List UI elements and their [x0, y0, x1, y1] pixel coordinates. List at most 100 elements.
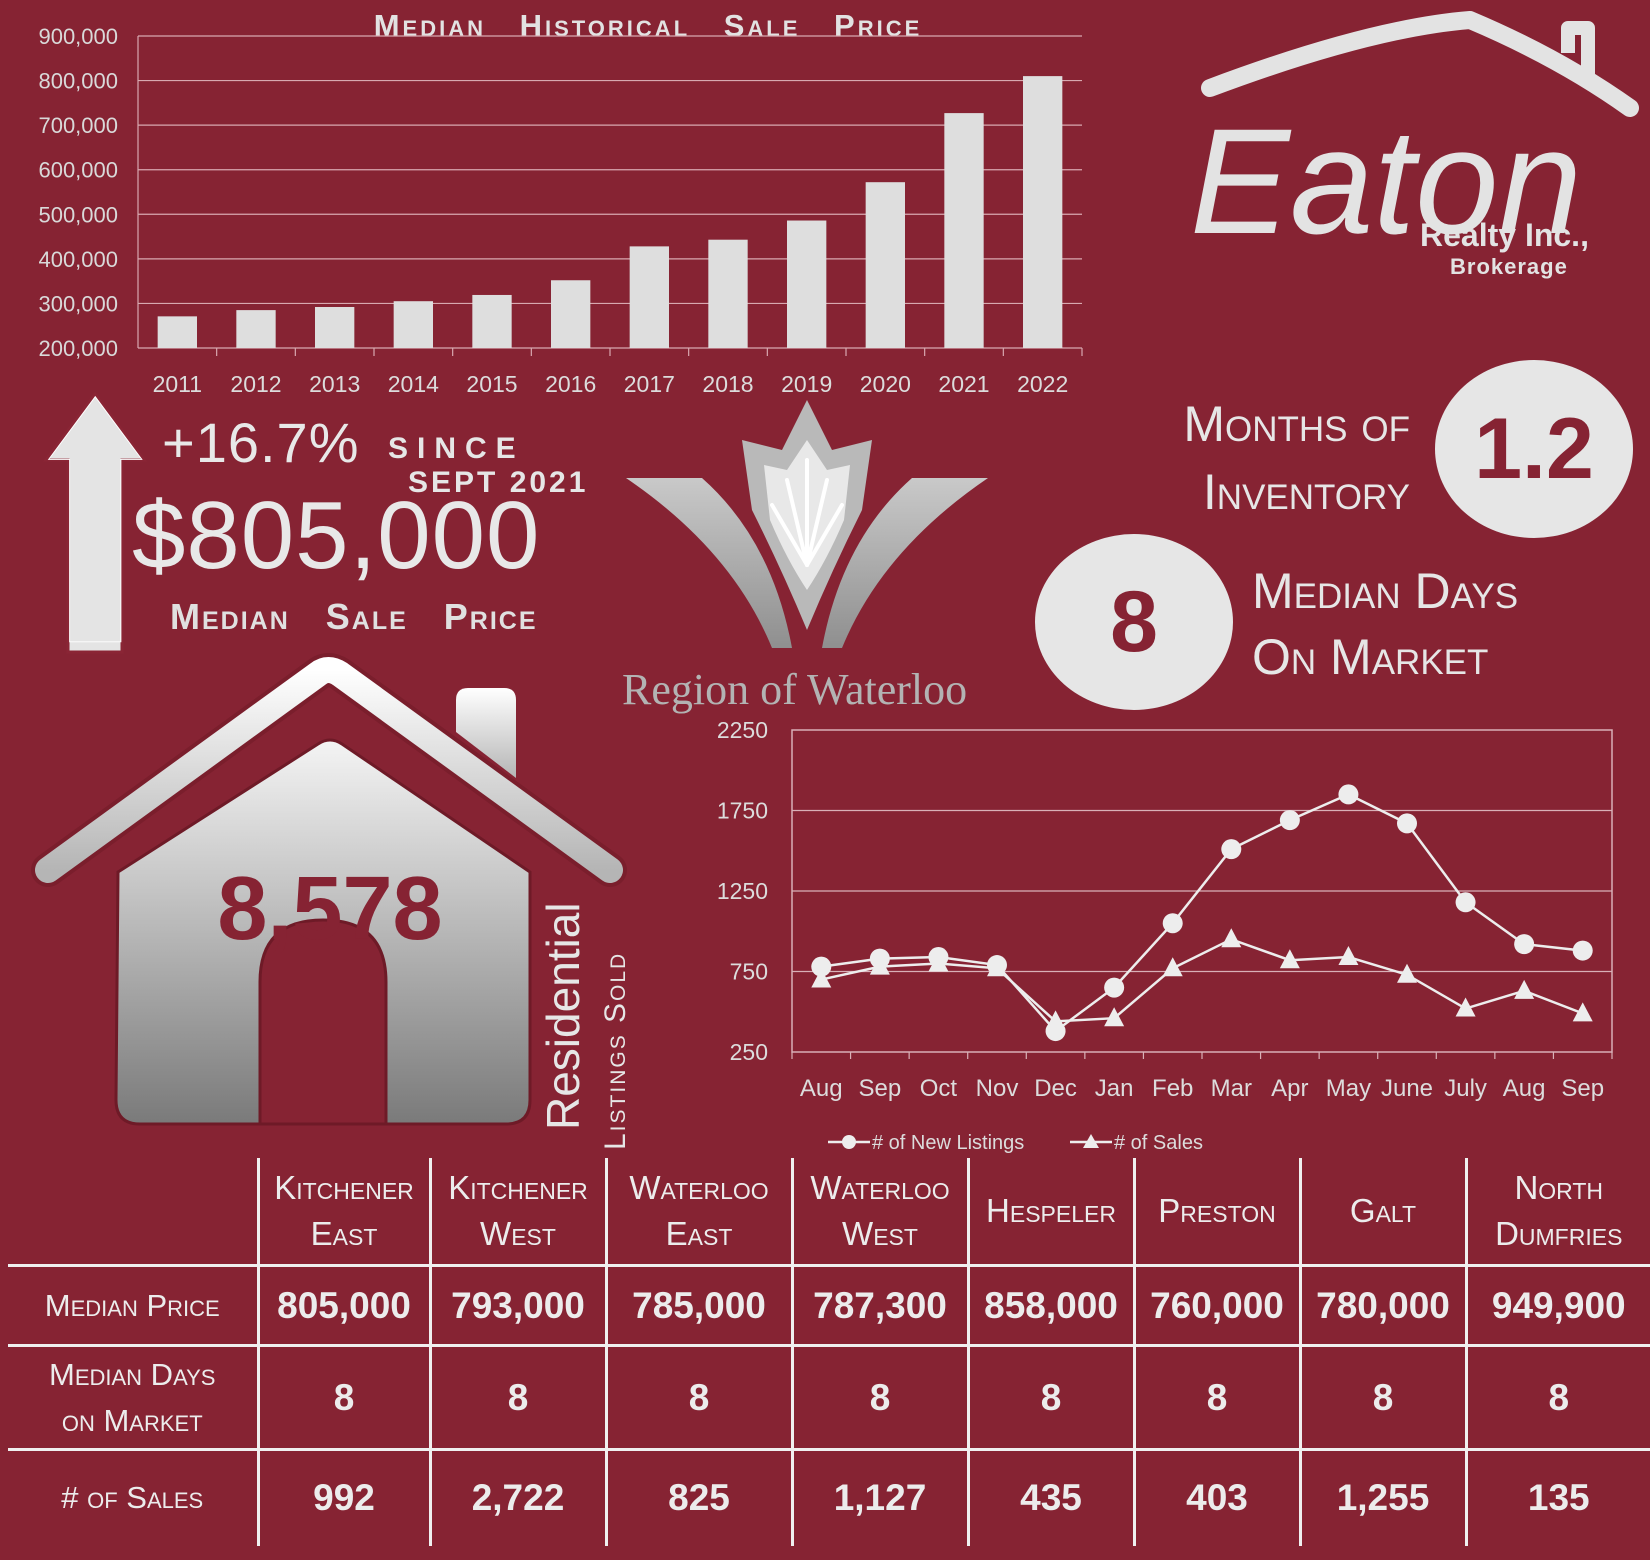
bar-x-tick-label: 2018 — [702, 371, 753, 397]
median-days-label-line-2: On Market — [1252, 629, 1489, 685]
column-header: Waterloo West — [792, 1158, 970, 1266]
months-of-inventory-label: Months of Inventory — [1110, 390, 1410, 526]
column-header-line-1: Kitchener — [274, 1169, 414, 1206]
column-header-line-2: West — [480, 1215, 556, 1252]
series-line — [821, 937, 1584, 1023]
table-cell: 825 — [606, 1449, 794, 1546]
column-header: Kitchener West — [430, 1158, 608, 1266]
listings-sold-label: Listings Sold — [599, 951, 632, 1150]
row-header-line-2: on Market — [61, 1402, 203, 1438]
column-header: Kitchener East — [258, 1158, 432, 1266]
bar-y-tick-label: 800,000 — [38, 69, 118, 94]
line-x-tick-label: Jan — [1095, 1075, 1134, 1102]
line-x-tick-label: Dec — [1034, 1075, 1077, 1102]
sales-point — [1397, 963, 1417, 983]
table-cell: 8 — [258, 1345, 432, 1450]
house-roof-logo-icon — [1201, 11, 1639, 117]
bar-x-tick-label: 2011 — [153, 371, 202, 397]
new-listings-point — [1104, 977, 1125, 998]
bar-y-tick-label: 300,000 — [38, 291, 118, 316]
line-x-tick-label: Sep — [1561, 1075, 1604, 1102]
median-days-label-line-1: Median Days — [1252, 563, 1519, 619]
price-change-date: SEPT 2021 — [408, 466, 589, 499]
bar — [393, 301, 433, 348]
line-x-tick-label: Sep — [859, 1075, 902, 1102]
months-of-inventory-label-line-1: Months of — [1183, 396, 1410, 452]
table-cell: 949,900 — [1491, 1284, 1626, 1326]
sales-point — [1045, 1010, 1066, 1030]
column-header: North Dumfries — [1466, 1158, 1650, 1266]
median-historical-price-chart: Median Historical Sale Price 200,000 300,… — [38, 8, 1083, 397]
column-header-line-1: Hespeler — [986, 1192, 1116, 1229]
table-cell: 780,000 — [1300, 1265, 1468, 1346]
new-listings-point — [811, 956, 832, 977]
table-cell: 1,255 — [1300, 1449, 1468, 1546]
brand-name: Eaton — [1190, 97, 1582, 265]
new-listings-point — [1338, 784, 1359, 805]
line-y-tick-label: 1250 — [717, 878, 768, 904]
new-listings-point — [1514, 934, 1535, 955]
bar-x-tick-label: 2016 — [545, 371, 596, 397]
bar — [1023, 76, 1063, 348]
new-listings-point — [1455, 892, 1476, 913]
brand-line-2: Brokerage — [1450, 254, 1568, 279]
maple-leaf-w-icon — [626, 400, 988, 648]
column-header-line-2: West — [842, 1215, 918, 1252]
sales-point — [987, 957, 1007, 977]
sales-point — [1455, 997, 1476, 1017]
brand-line-1: Realty Inc., — [1420, 217, 1589, 253]
table-cell: 992 — [258, 1449, 432, 1546]
new-listings-point — [1162, 913, 1183, 934]
table-cell: 135 — [1527, 1477, 1590, 1519]
listings-sales-chart: 250 750 1250 1750 2250 Aug Sep Oct Nov Dec Jan Feb… — [717, 717, 1613, 1154]
table-cell: 8 — [1134, 1345, 1302, 1450]
column-header-line-1: Preston — [1158, 1192, 1276, 1229]
months-of-inventory-bubble — [1435, 360, 1633, 538]
line-x-tick-label: May — [1326, 1075, 1371, 1102]
new-listings-point — [1279, 810, 1300, 831]
sales-point — [1279, 949, 1300, 969]
price-change-since: SINCE — [388, 432, 525, 465]
table-cell: 793,000 — [430, 1265, 608, 1346]
bar — [472, 294, 512, 348]
column-header: Hespeler — [968, 1158, 1136, 1266]
series-line — [821, 793, 1583, 1033]
row-header-line-1: # of Sales — [61, 1480, 204, 1516]
line-x-tick-label: Feb — [1152, 1075, 1193, 1102]
table-cell: 858,000 — [968, 1265, 1136, 1346]
house-icon — [31, 653, 627, 1126]
new-listings-point — [1572, 940, 1593, 961]
bar-x-tick-label: 2017 — [624, 371, 675, 397]
table-cell: 760,000 — [1134, 1265, 1302, 1346]
residential-listings-sold-value: 8,578 — [217, 859, 443, 959]
legend-label: # of New Listings — [872, 1132, 1024, 1154]
line-y-tick-label: 2250 — [717, 717, 768, 743]
bar-y-tick-label: 700,000 — [38, 113, 118, 138]
column-header-line-1: Waterloo — [629, 1169, 769, 1206]
eaton-logo: Eaton Realty Inc., Brokerage — [1190, 11, 1639, 279]
line-x-tick-label: Nov — [976, 1075, 1019, 1102]
bar-y-tick-label: 900,000 — [38, 24, 118, 49]
bar-y-tick-label: 500,000 — [38, 202, 118, 227]
column-header-line-2: East — [665, 1215, 733, 1252]
table-header-row: Kitchener East Kitchener West Waterloo East… — [8, 1158, 1650, 1266]
up-arrow-icon — [43, 391, 147, 654]
row-header-line-1: Median Days — [49, 1356, 216, 1392]
bar-x-tick-label: 2019 — [781, 371, 832, 397]
column-header-line-1: Galt — [1349, 1192, 1417, 1229]
table-cell: 8 — [430, 1345, 608, 1450]
sales-point — [1572, 1002, 1593, 1022]
table-cell: 435 — [968, 1449, 1136, 1546]
table-cell: 8 — [1548, 1376, 1570, 1418]
sales-point — [1221, 928, 1242, 948]
table-cell: 805,000 — [258, 1265, 432, 1346]
region-name: Region of Waterloo — [622, 665, 968, 714]
bar-x-tick-label: 2021 — [938, 371, 989, 397]
table-cell: 403 — [1134, 1449, 1302, 1546]
table-cell: 8 — [792, 1345, 970, 1450]
bar — [551, 280, 591, 348]
line-x-tick-label: Aug — [800, 1075, 843, 1102]
row-header: Median Days on Market — [8, 1345, 260, 1450]
bar — [708, 239, 748, 348]
bar-y-tick-label: 400,000 — [38, 247, 118, 272]
